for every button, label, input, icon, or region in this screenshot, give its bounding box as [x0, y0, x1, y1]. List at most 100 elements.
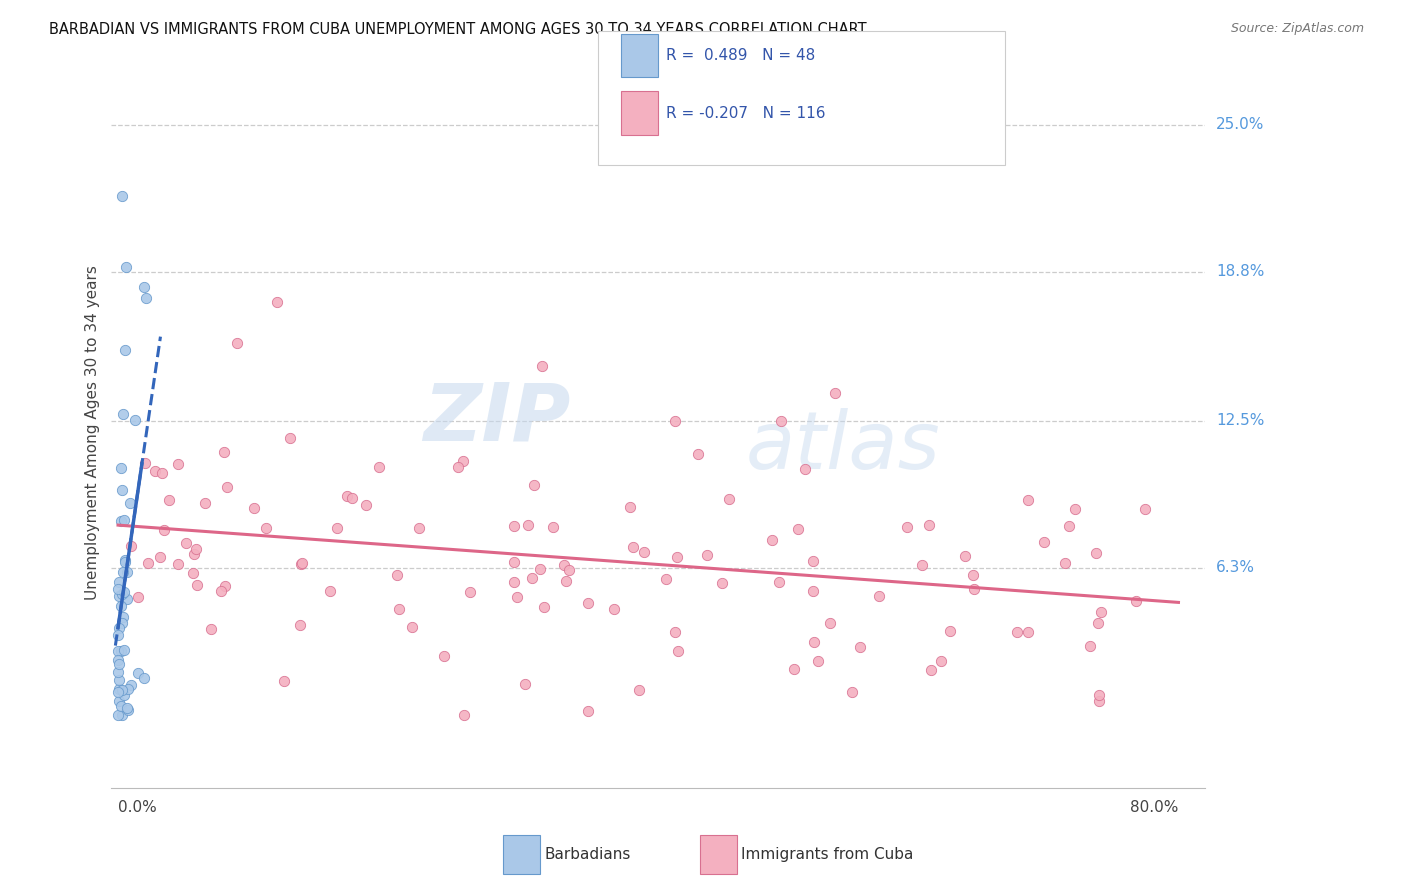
Point: [212, 444, 235, 458]
Text: BARBADIAN VS IMMIGRANTS FROM CUBA UNEMPLOYMENT AMONG AGES 30 TO 34 YEARS CORRELA: BARBADIAN VS IMMIGRANTS FROM CUBA UNEMPL…: [49, 22, 868, 37]
Point: [336, 489, 359, 503]
Point: [453, 707, 475, 722]
Point: [801, 554, 824, 568]
Point: [602, 602, 624, 616]
Point: [1078, 639, 1101, 653]
Point: [107, 665, 129, 679]
Point: [666, 644, 689, 658]
Point: [114, 343, 136, 357]
Point: [849, 640, 872, 654]
Point: [408, 521, 430, 535]
Point: [115, 701, 138, 715]
Point: [111, 189, 134, 203]
Text: 6.3%: 6.3%: [1216, 560, 1256, 575]
Point: [108, 694, 131, 708]
Point: [531, 359, 554, 374]
Point: [688, 447, 710, 461]
Point: [107, 644, 129, 658]
Point: [226, 335, 249, 350]
Point: [1007, 625, 1029, 640]
Point: [807, 654, 830, 668]
Point: [768, 574, 790, 589]
Point: [319, 584, 342, 599]
Point: [107, 582, 129, 596]
Point: [127, 590, 149, 604]
Point: [628, 682, 651, 697]
Point: [1133, 501, 1156, 516]
Point: [1125, 594, 1147, 608]
Point: [217, 480, 239, 494]
Point: [111, 615, 134, 630]
Point: [433, 648, 456, 663]
Point: [132, 671, 155, 685]
Point: [114, 553, 136, 567]
Point: [1017, 492, 1039, 507]
Point: [1085, 546, 1108, 560]
Point: [209, 583, 232, 598]
Point: [110, 644, 132, 658]
Point: [953, 549, 976, 564]
Point: [107, 682, 129, 697]
Point: [145, 464, 167, 478]
Text: Immigrants from Cuba: Immigrants from Cuba: [741, 847, 914, 862]
Point: [523, 477, 546, 491]
Point: [148, 549, 170, 564]
Point: [446, 459, 468, 474]
Text: R = -0.207   N = 116: R = -0.207 N = 116: [666, 105, 825, 120]
Point: [111, 587, 134, 601]
Point: [111, 682, 134, 697]
Point: [150, 466, 173, 480]
Text: R =  0.489   N = 48: R = 0.489 N = 48: [666, 48, 815, 63]
Point: [920, 663, 942, 677]
Point: [451, 454, 474, 468]
Point: [696, 549, 718, 563]
Point: [108, 620, 131, 634]
Point: [166, 457, 188, 471]
Point: [112, 407, 135, 421]
Point: [108, 589, 131, 603]
Point: [186, 578, 208, 592]
Point: [387, 601, 409, 615]
Point: [633, 545, 655, 559]
Point: [153, 523, 176, 537]
Point: [291, 556, 314, 570]
Point: [506, 591, 529, 605]
Point: [112, 688, 135, 702]
Point: [1057, 519, 1080, 533]
Point: [135, 291, 157, 305]
Point: [896, 520, 918, 534]
Point: [555, 574, 578, 589]
Point: [110, 461, 132, 475]
Point: [266, 295, 288, 310]
Point: [200, 622, 222, 636]
Text: 12.5%: 12.5%: [1216, 413, 1264, 428]
Point: [124, 412, 146, 426]
Text: ZIP: ZIP: [423, 380, 571, 458]
Point: [522, 571, 544, 585]
Point: [576, 596, 599, 610]
Point: [803, 634, 825, 648]
Point: [1087, 688, 1109, 702]
Point: [134, 456, 156, 470]
Point: [157, 493, 180, 508]
Point: [938, 624, 960, 639]
Point: [167, 557, 190, 571]
Point: [127, 666, 149, 681]
Point: [793, 462, 815, 476]
Point: [868, 589, 890, 603]
Point: [107, 657, 129, 672]
Point: [120, 496, 142, 510]
Point: [761, 533, 783, 547]
Text: Barbadians: Barbadians: [544, 847, 630, 862]
Point: [214, 579, 236, 593]
Point: [529, 562, 551, 576]
Text: 18.8%: 18.8%: [1216, 264, 1264, 279]
Point: [666, 550, 689, 565]
Point: [515, 677, 537, 691]
Point: [1087, 616, 1109, 631]
Point: [553, 558, 575, 572]
Point: [664, 414, 686, 428]
Point: [107, 707, 129, 722]
Point: [183, 547, 205, 561]
Point: [136, 556, 159, 570]
